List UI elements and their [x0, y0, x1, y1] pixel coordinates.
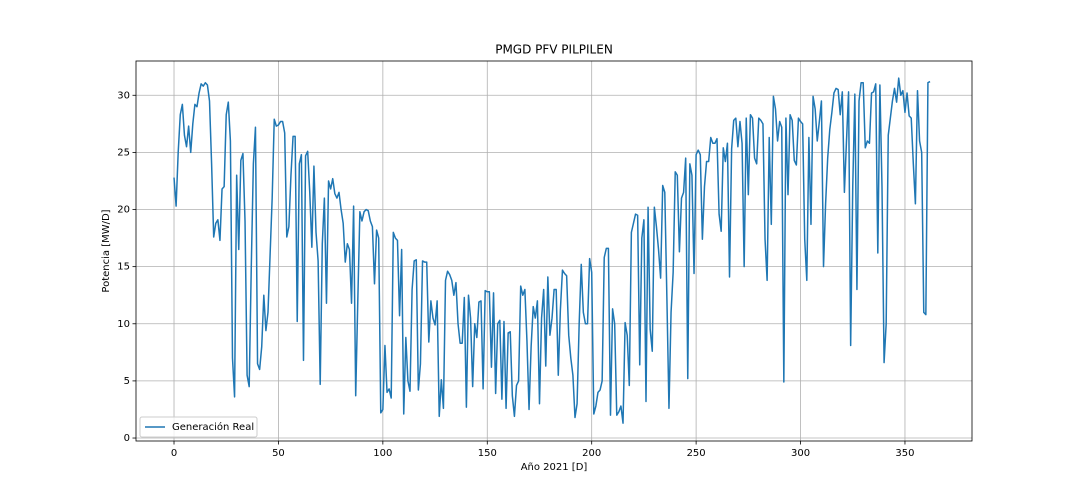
x-tick-label: 100	[373, 448, 392, 459]
y-tick-label: 30	[117, 90, 130, 101]
y-tick-label: 0	[124, 433, 130, 444]
y-tick-label: 5	[124, 376, 130, 387]
x-tick-label: 250	[687, 448, 706, 459]
y-axis-label: Potencia [MW/D]	[101, 209, 112, 292]
x-tick-label: 200	[582, 448, 601, 459]
legend-label: Generación Real	[172, 421, 254, 433]
y-tick-label: 10	[117, 319, 130, 330]
data-line	[173, 77, 931, 424]
x-tick-label: 300	[791, 448, 810, 459]
x-tick-label: 50	[272, 448, 285, 459]
axes-frame	[135, 60, 973, 442]
y-tick-label: 20	[117, 205, 130, 216]
x-tick-label: 150	[478, 448, 497, 459]
legend-box	[139, 416, 258, 438]
y-tick-label: 25	[117, 147, 130, 158]
chart-title: PMGD PFV PILPILEN	[495, 43, 613, 57]
y-tick-label: 15	[117, 262, 130, 273]
x-tick-label: 0	[171, 448, 177, 459]
x-axis-label: Año 2021 [D]	[521, 462, 588, 473]
grid	[136, 61, 972, 441]
x-tick-label: 350	[895, 448, 914, 459]
